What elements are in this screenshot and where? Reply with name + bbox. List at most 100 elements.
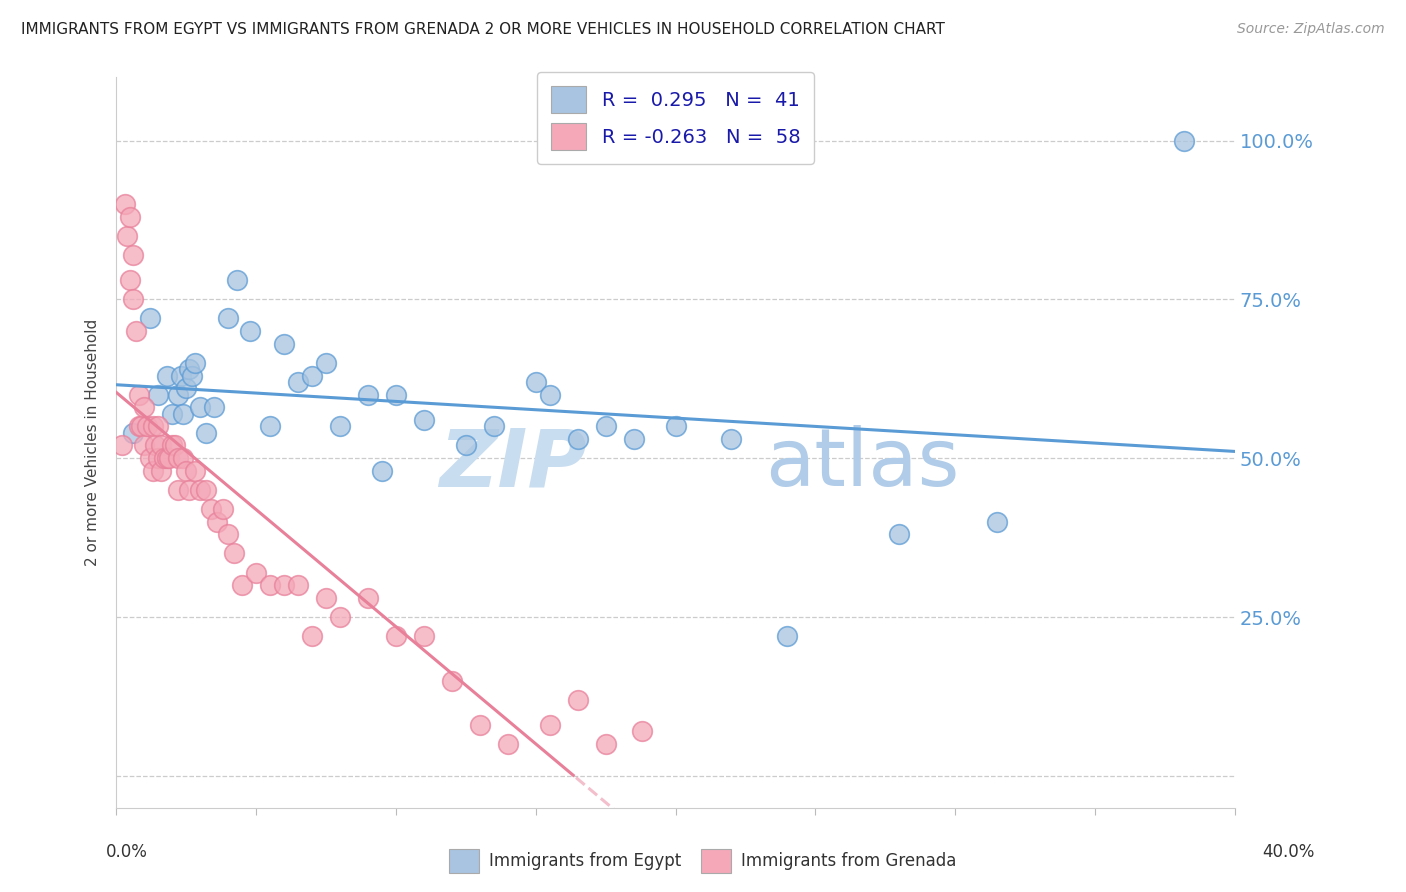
Point [315,591,337,605]
Point [120,273,142,287]
Point [412,413,434,427]
Y-axis label: 2 or more Vehicles in Household: 2 or more Vehicles in Household [86,318,100,566]
Point [623,432,645,446]
Point [287,578,309,592]
Point [177,483,200,497]
Point [145,438,167,452]
Point [200,502,222,516]
Point [986,515,1008,529]
Point [357,591,380,605]
Point [134,401,156,415]
Point [148,451,170,466]
Point [142,419,165,434]
Point [211,502,233,516]
Point [153,451,176,466]
Point [371,464,394,478]
Point [125,324,148,338]
Point [496,737,519,751]
Point [889,527,911,541]
Point [174,381,197,395]
Point [301,368,323,383]
Point [180,368,202,383]
Point [385,387,408,401]
Text: atlas: atlas [765,425,959,503]
Point [259,419,281,434]
Point [128,387,150,401]
Point [188,483,211,497]
Point [664,419,686,434]
Point [166,451,188,466]
Text: IMMIGRANTS FROM EGYPT VS IMMIGRANTS FROM GRENADA 2 OR MORE VEHICLES IN HOUSEHOLD: IMMIGRANTS FROM EGYPT VS IMMIGRANTS FROM… [21,22,945,37]
Point [183,356,205,370]
Legend: Immigrants from Egypt, Immigrants from Grenada: Immigrants from Egypt, Immigrants from G… [443,842,963,880]
Point [217,527,239,541]
Point [454,438,477,452]
Point [239,324,262,338]
Point [166,387,188,401]
Point [163,438,186,452]
Point [134,438,156,452]
Point [160,407,183,421]
Point [183,464,205,478]
Point [172,451,194,466]
Point [131,419,153,434]
Point [142,464,165,478]
Point [357,387,380,401]
Point [188,401,211,415]
Point [114,197,136,211]
Point [117,228,139,243]
Text: ZIP: ZIP [439,425,586,503]
Point [524,375,547,389]
Point [273,336,295,351]
Point [122,425,145,440]
Point [595,419,617,434]
Legend: R =  0.295   N =  41, R = -0.263   N =  58: R = 0.295 N = 41, R = -0.263 N = 58 [537,72,814,164]
Point [194,425,217,440]
Point [122,248,145,262]
Point [172,407,194,421]
Point [567,692,589,706]
Point [225,273,247,287]
Point [122,293,145,307]
Point [155,368,177,383]
Point [222,547,245,561]
Point [148,419,170,434]
Point [148,387,170,401]
Text: 0.0%: 0.0% [105,843,148,861]
Point [194,483,217,497]
Point [301,629,323,643]
Point [631,724,654,739]
Point [174,464,197,478]
Point [202,401,225,415]
Point [259,578,281,592]
Point [169,368,191,383]
Point [157,451,180,466]
Point [128,419,150,434]
Point [150,464,173,478]
Point [776,629,799,643]
Text: 40.0%: 40.0% [1263,843,1315,861]
Point [567,432,589,446]
Point [231,578,253,592]
Point [160,438,183,452]
Point [245,566,267,580]
Point [482,419,505,434]
Point [273,578,295,592]
Point [538,718,561,732]
Point [385,629,408,643]
Point [136,419,159,434]
Text: Source: ZipAtlas.com: Source: ZipAtlas.com [1237,22,1385,37]
Point [440,673,463,688]
Point [1173,134,1195,148]
Point [205,515,228,529]
Point [315,356,337,370]
Point [111,438,134,452]
Point [329,419,352,434]
Point [177,362,200,376]
Point [120,210,142,224]
Point [468,718,491,732]
Point [155,451,177,466]
Point [412,629,434,643]
Point [538,387,561,401]
Point [595,737,617,751]
